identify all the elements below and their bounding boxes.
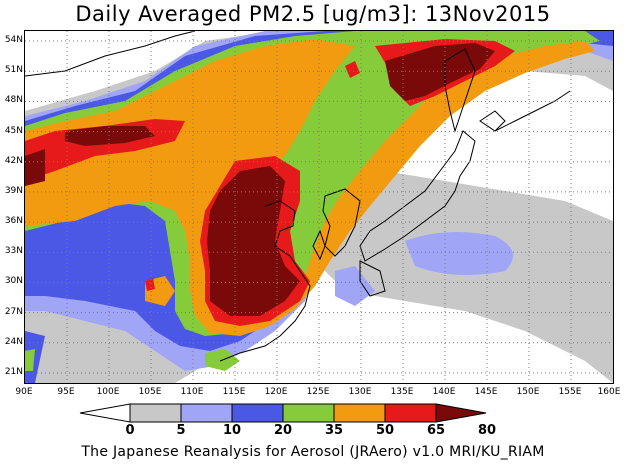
colorbar-swatch [384, 403, 437, 423]
colorbar-swatch [333, 403, 386, 423]
lat-label: 21N [4, 366, 23, 377]
lat-label: 48N [4, 95, 23, 106]
lat-label: 33N [4, 246, 23, 257]
lat-label: 39N [4, 185, 23, 196]
colorbar-swatch [282, 403, 335, 423]
lon-label: 120E [264, 387, 288, 397]
lat-label: 42N [4, 155, 23, 166]
lon-label: 115E [222, 387, 246, 397]
lon-label: 145E [474, 387, 498, 397]
lon-label: 140E [432, 387, 456, 397]
colorbar-label: 5 [176, 423, 186, 438]
lon-label: 150E [516, 387, 540, 397]
lon-label: 160E [597, 387, 621, 397]
map-title: Daily Averaged PM2.5 [ug/m3]: 13Nov2015 [75, 2, 551, 26]
lon-label: 135E [390, 387, 414, 397]
lat-label: 27N [4, 306, 23, 317]
pm25-map[interactable] [24, 30, 614, 384]
map-gridlines [25, 31, 613, 383]
colorbar-swatch [435, 403, 487, 423]
lon-label: 105E [138, 387, 162, 397]
lon-label: 125E [306, 387, 330, 397]
colorbar-swatch [79, 403, 131, 423]
colorbar-label: 65 [426, 423, 446, 438]
lon-label: 155E [558, 387, 582, 397]
colorbar-label: 0 [125, 423, 135, 438]
colorbar-label: 80 [477, 423, 497, 438]
colorbar-label: 20 [273, 423, 293, 438]
colorbar-swatch [180, 403, 233, 423]
lat-label: 45N [4, 125, 23, 136]
lat-label: 24N [4, 336, 23, 347]
colorbar-label: 50 [375, 423, 395, 438]
lat-label: 54N [4, 35, 23, 46]
colorbar-swatch [231, 403, 284, 423]
colorbar-label: 10 [222, 423, 242, 438]
source-credit: The Japanese Reanalysis for Aerosol (JRA… [81, 444, 545, 460]
lon-label: 110E [180, 387, 204, 397]
lat-label: 51N [4, 65, 23, 76]
lon-label: 130E [348, 387, 372, 397]
lon-label: 90E [15, 387, 33, 397]
lat-label: 36N [4, 216, 23, 227]
colorbar [79, 403, 487, 423]
colorbar-label: 35 [324, 423, 344, 438]
colorbar-swatch [129, 403, 182, 423]
lat-label: 30N [4, 276, 23, 287]
coastline [25, 31, 571, 362]
lon-label: 100E [96, 387, 120, 397]
lon-label: 95E [57, 387, 75, 397]
